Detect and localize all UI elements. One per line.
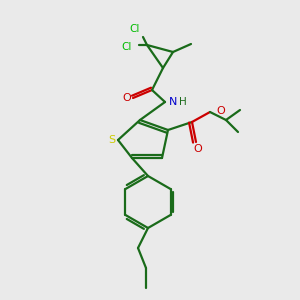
Text: Cl: Cl xyxy=(130,24,140,34)
Text: S: S xyxy=(108,135,116,145)
Text: Cl: Cl xyxy=(122,42,132,52)
Text: O: O xyxy=(194,144,202,154)
Text: N: N xyxy=(169,97,177,107)
Text: O: O xyxy=(123,93,131,103)
Text: O: O xyxy=(216,106,225,116)
Text: H: H xyxy=(179,97,187,107)
